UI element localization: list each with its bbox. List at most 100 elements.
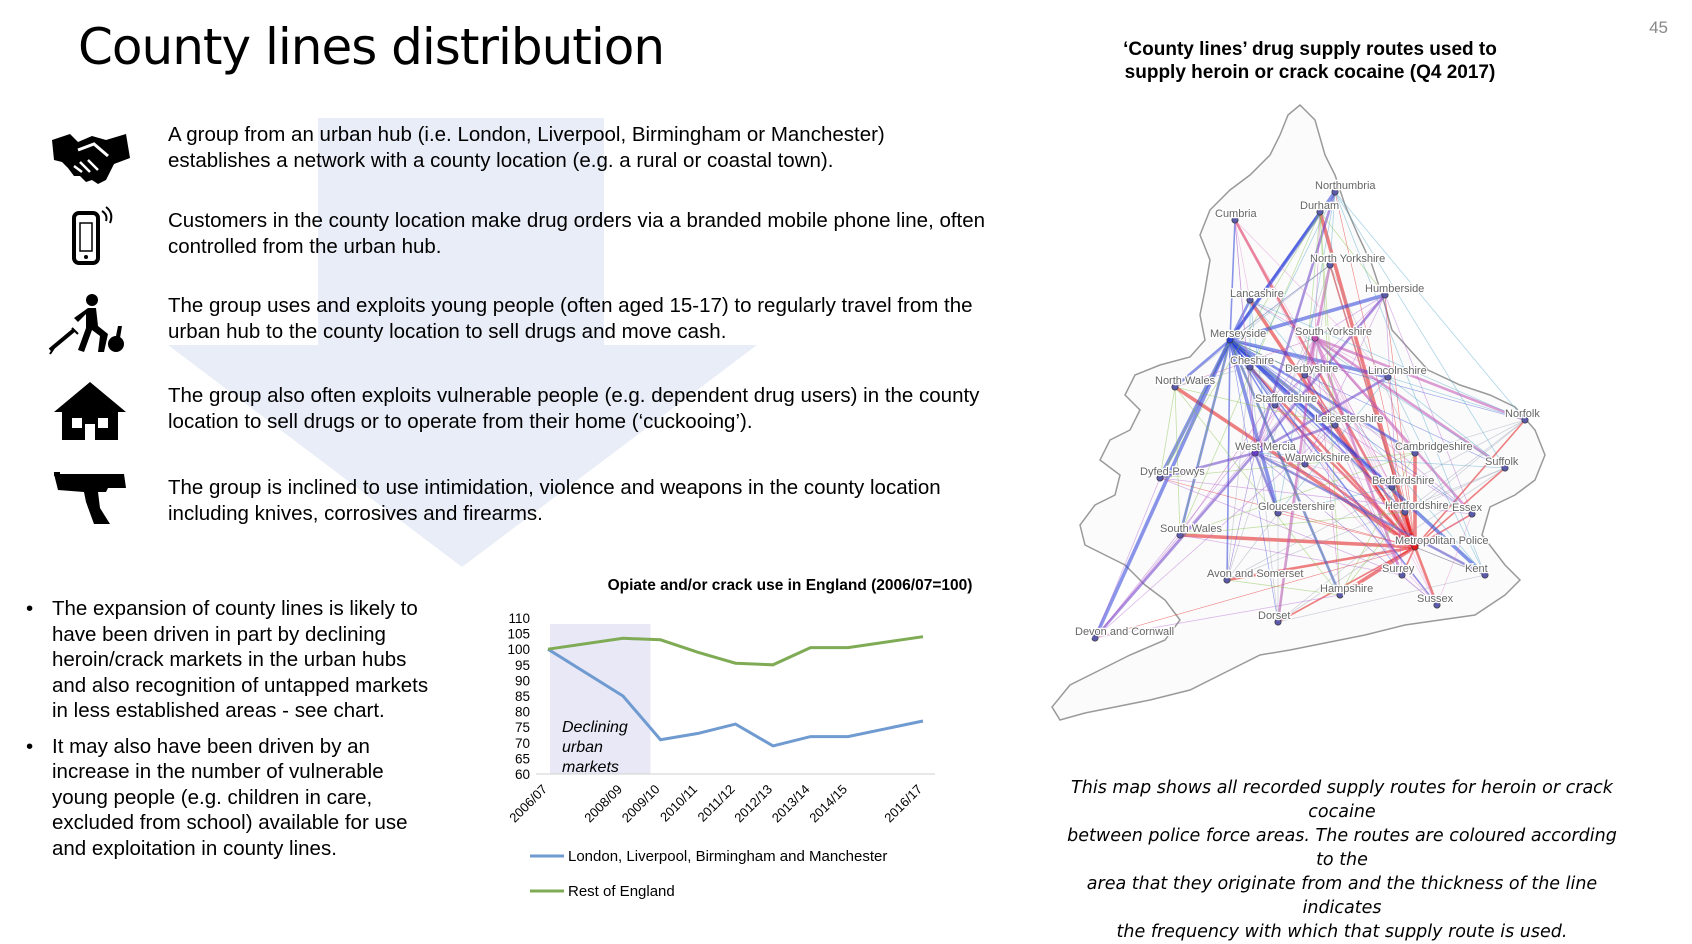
police-area-node (1401, 508, 1409, 516)
supply-route-line (1174, 339, 1231, 388)
supply-route-line (1229, 339, 1403, 576)
supply-route-line (1229, 339, 1438, 606)
supply-route-line (1159, 452, 1416, 479)
police-area-label: Dyfed-Powys (1140, 466, 1205, 478)
supply-route-line (1249, 299, 1486, 576)
police-area-label: Bedfordshire (1372, 475, 1434, 487)
y-tick-label: 80 (515, 705, 530, 720)
supply-route-line (1304, 424, 1336, 465)
y-tick-label: 60 (515, 767, 530, 782)
police-area-label: Metropolitan Police (1395, 535, 1489, 547)
supply-route-line (1179, 511, 1406, 536)
bullet-item-expansion: The expansion of county lines is likely … (24, 596, 434, 724)
police-area-label: Lancashire (1230, 288, 1284, 300)
supply-route-line (1254, 404, 1276, 454)
supply-route-line (1339, 545, 1416, 597)
supply-route-line (1384, 294, 1403, 576)
supply-route-line (1179, 534, 1403, 576)
supply-route-line (1274, 404, 1416, 548)
police-area-node (1091, 634, 1099, 642)
supply-route-line (1229, 219, 1236, 341)
supply-route-line (1277, 486, 1393, 514)
chart-title: Opiate and/or crack use in England (2006… (608, 577, 973, 594)
supply-route-line (1404, 419, 1526, 513)
supply-route-line (1339, 452, 1416, 596)
supply-route-line (1274, 404, 1393, 488)
supply-route-line (1226, 467, 1506, 581)
police-area-node (1411, 543, 1419, 551)
police-area-node (1336, 591, 1344, 599)
supply-route-line (1249, 366, 1416, 454)
supply-route-line (1159, 451, 1256, 480)
supply-route-line (1384, 294, 1473, 515)
supply-route-line (1319, 211, 1341, 596)
police-area-label: Cambridgeshire (1395, 441, 1473, 453)
supply-route-line (1094, 452, 1256, 639)
supply-route-line (1391, 486, 1486, 576)
police-area-label: Essex (1452, 502, 1482, 514)
police-area-label: South Wales (1160, 523, 1222, 535)
y-tick-label: 65 (515, 751, 530, 766)
y-tick-label: 85 (515, 689, 530, 704)
y-tick-label: 75 (515, 720, 530, 735)
police-area-node (1231, 216, 1239, 224)
map-caption-line-2: between police force areas. The routes a… (1067, 826, 1617, 870)
supply-route-line (1329, 264, 1406, 513)
police-area-label: Surrey (1382, 563, 1415, 575)
supply-route-line (1226, 512, 1279, 581)
supply-route-line (1304, 463, 1416, 548)
police-area-node (1316, 208, 1324, 216)
supply-route-line (1274, 404, 1438, 606)
police-area-node (1398, 571, 1406, 579)
supply-route-line (1249, 191, 1336, 368)
supply-route-line (1234, 219, 1251, 301)
supply-route-line (1339, 511, 1406, 596)
supply-route-line (1254, 337, 1316, 454)
supply-route-line (1254, 452, 1438, 606)
supply-route-line (1314, 337, 1393, 488)
supply-route-line (1226, 366, 1251, 581)
supply-route-line (1304, 374, 1403, 576)
y-tick-label: 110 (508, 611, 530, 626)
opiate-crack-line-chart: Opiate and/or crack use in England (2006… (506, 577, 973, 900)
supply-route-line (1319, 211, 1336, 426)
supply-route-line (1229, 264, 1331, 341)
police-area-node (1226, 336, 1234, 344)
supply-route-line (1404, 467, 1506, 513)
police-area-node (1271, 401, 1279, 409)
supply-route-line (1249, 366, 1279, 623)
feature-text-violence: The group is inclined to use intimidatio… (168, 476, 941, 525)
map-caption-line-1: This map shows all recorded supply route… (1071, 778, 1613, 822)
supply-route-line (1253, 191, 1337, 454)
supply-route-line (1314, 337, 1416, 548)
police-area-label: Dorset (1258, 610, 1290, 622)
supply-route-line (1314, 337, 1438, 606)
feature-text-cuckooing: The group also often exploits vulnerable… (168, 384, 980, 433)
police-area-node (1223, 576, 1231, 584)
supply-route-line (1334, 191, 1526, 421)
supply-route-line (1159, 477, 1473, 515)
police-area-label: Cheshire (1230, 355, 1274, 367)
supply-route-line (1094, 424, 1336, 639)
supply-route-line (1174, 385, 1416, 549)
police-area-label: Devon and Cornwall (1075, 626, 1174, 638)
police-area-node (1388, 483, 1396, 491)
supply-route-line (1159, 386, 1176, 479)
supply-route-line (1229, 339, 1336, 426)
supply-route-line (1277, 467, 1506, 623)
supply-route-line (1234, 219, 1256, 454)
supply-route-line (1094, 374, 1306, 639)
police-area-label: Cumbria (1215, 208, 1257, 220)
supply-route-line (1178, 339, 1232, 536)
x-tick-label: 2006/07 (506, 782, 550, 826)
supply-route-line (1229, 339, 1473, 515)
supply-route-line (1229, 339, 1279, 623)
supply-route-line (1249, 299, 1526, 421)
supply-route-line (1314, 337, 1389, 378)
supply-route-line (1313, 264, 1332, 339)
slide-title: County lines distribution (78, 18, 665, 76)
supply-route-line (1254, 423, 1336, 455)
supply-route-line (1159, 339, 1231, 479)
supply-route-line (1414, 467, 1506, 548)
y-tick-label: 70 (515, 736, 530, 751)
